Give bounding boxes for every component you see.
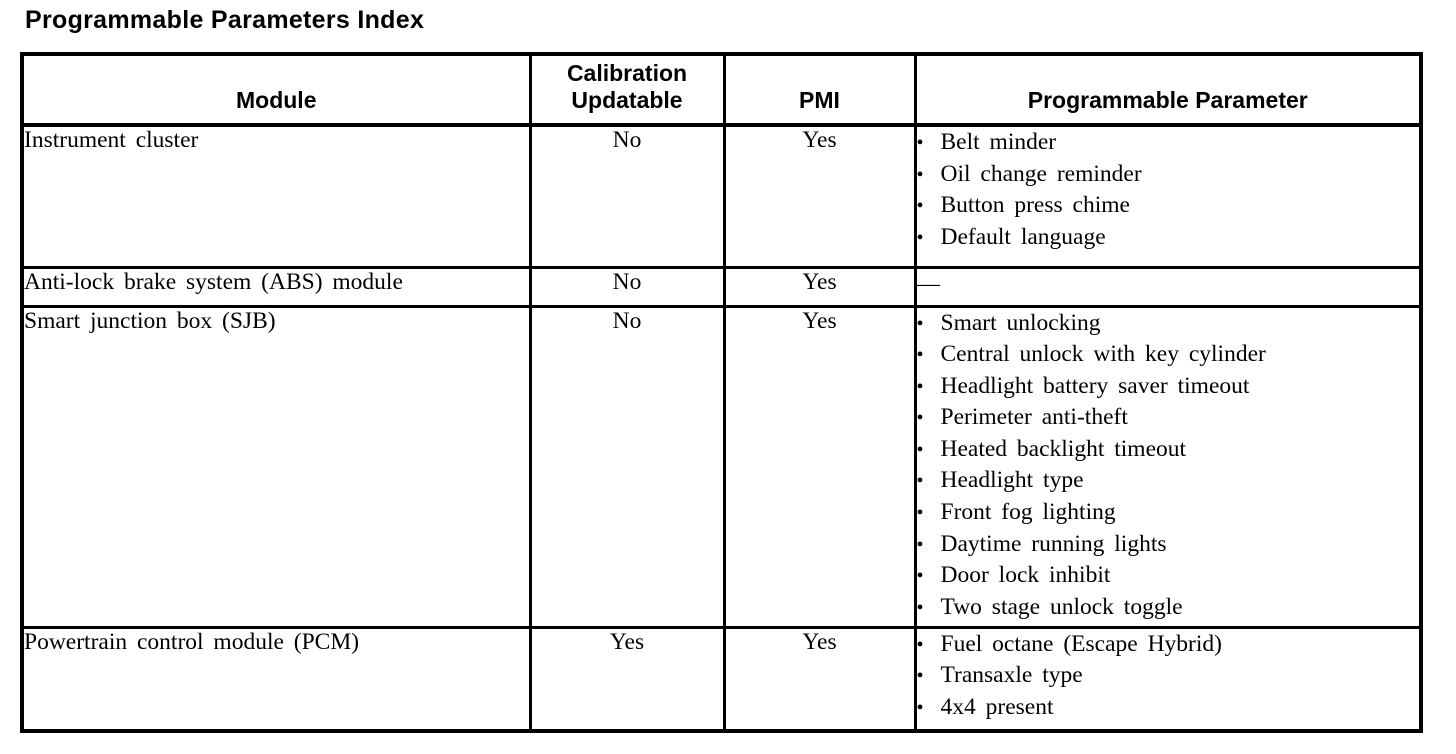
parameter-item: • Central unlock with key cylinder — [916, 339, 1418, 371]
parameter-item: • Daytime running lights — [916, 529, 1418, 561]
bullet-marker: • — [916, 565, 924, 588]
parameter-text: Daytime running lights — [940, 530, 1167, 557]
programmable-parameters-table: Module Calibration Updatable PMI Program… — [20, 52, 1423, 733]
parameter-text: Perimeter anti-theft — [940, 404, 1128, 431]
parameter-item: • Button press chime — [916, 190, 1418, 222]
parameters-cell: — — [913, 265, 1423, 308]
parameter-item: • Transaxle type — [916, 660, 1418, 692]
parameter-text: Transaxle type — [940, 662, 1083, 689]
parameter-item: • Perimeter anti-theft — [916, 402, 1418, 434]
page-title: Programmable Parameters Index — [25, 6, 425, 34]
parameter-text: Front fog lighting — [940, 499, 1116, 526]
table-header-row: Module Calibration Updatable PMI Program… — [20, 52, 1423, 127]
bullet-marker: • — [916, 665, 924, 688]
pmi-cell: Yes — [722, 265, 917, 308]
bullet-marker: • — [916, 163, 924, 186]
bullet-marker: • — [916, 375, 924, 398]
header-cell-pmi: PMI — [722, 52, 917, 127]
parameter-text: 4x4 present — [940, 693, 1054, 720]
bullet-marker: • — [916, 470, 924, 493]
parameter-text: Smart unlocking — [940, 309, 1101, 336]
bullet-marker: • — [916, 226, 924, 249]
parameters-cell: • Fuel octane (Escape Hybrid) • Transaxle … — [913, 625, 1423, 733]
pmi-cell: Yes — [722, 304, 917, 629]
bullet-marker: • — [916, 696, 924, 719]
parameters-cell: • Smart unlocking • Central unlock with ke… — [913, 304, 1423, 629]
parameter-text: Central unlock with key cylinder — [940, 341, 1266, 368]
bullet-marker: • — [916, 502, 924, 525]
parameter-item: • Oil change reminder — [916, 159, 1418, 191]
pmi-cell: Yes — [722, 625, 917, 733]
parameter-item: • Headlight type — [916, 465, 1418, 497]
header-cell-calibration-updatable: Calibration Updatable — [528, 52, 726, 127]
parameter-text: Headlight battery saver timeout — [940, 372, 1250, 399]
table-row: Anti-lock brake system (ABS) module No Y… — [20, 265, 1423, 308]
module-cell: Smart junction box (SJB) — [20, 304, 532, 629]
module-cell: Instrument cluster — [20, 123, 532, 269]
bullet-marker: • — [916, 533, 924, 556]
bullet-marker: • — [916, 407, 924, 430]
calibration-updatable-cell: No — [528, 304, 726, 629]
header-cell-programmable-parameter: Programmable Parameter — [913, 52, 1423, 127]
parameter-item: • Belt minder — [916, 128, 1418, 159]
parameter-item: • Default language — [916, 222, 1418, 254]
bullet-marker: • — [916, 633, 924, 656]
parameter-text: Headlight type — [940, 467, 1084, 494]
parameter-text: Heated backlight timeout — [940, 435, 1187, 462]
parameter-text: Default language — [940, 223, 1106, 250]
parameter-text: Two stage unlock toggle — [940, 593, 1183, 620]
module-cell: Powertrain control module (PCM) — [20, 625, 532, 733]
no-parameters-marker: — — [916, 270, 940, 297]
bullet-marker: • — [916, 596, 924, 619]
parameter-text: Oil change reminder — [940, 160, 1142, 187]
parameter-text: Fuel octane (Escape Hybrid) — [940, 630, 1223, 657]
pmi-cell: Yes — [722, 123, 917, 269]
bullet-marker: • — [916, 132, 924, 154]
parameter-item: • Smart unlocking — [916, 309, 1418, 339]
table-row: Smart junction box (SJB) No Yes • Smart u… — [20, 304, 1423, 629]
parameter-item: • Two stage unlock toggle — [916, 592, 1418, 624]
calibration-updatable-cell: No — [528, 123, 726, 269]
table-row: Instrument cluster No Yes • Belt minder •… — [20, 123, 1423, 269]
parameter-text: Door lock inhibit — [940, 562, 1111, 589]
parameter-item: • Heated backlight timeout — [916, 434, 1418, 466]
parameters-cell: • Belt minder • Oil change reminder • Butto… — [913, 123, 1423, 269]
bullet-marker: • — [916, 195, 924, 218]
bullet-marker: • — [916, 312, 924, 335]
bullet-marker: • — [916, 438, 924, 461]
parameter-item: • 4x4 present — [916, 692, 1418, 724]
header-cell-module: Module — [20, 52, 532, 127]
table-row: Powertrain control module (PCM) Yes Yes … — [20, 625, 1423, 733]
bullet-marker: • — [916, 344, 924, 367]
parameter-text: Belt minder — [940, 129, 1057, 155]
parameter-text: Button press chime — [940, 192, 1130, 219]
parameter-item: • Door lock inhibit — [916, 560, 1418, 592]
module-cell: Anti-lock brake system (ABS) module — [20, 265, 532, 308]
parameter-item: • Fuel octane (Escape Hybrid) — [916, 630, 1418, 660]
calibration-updatable-cell: Yes — [528, 625, 726, 733]
parameter-item: • Headlight battery saver timeout — [916, 371, 1418, 403]
calibration-updatable-cell: No — [528, 265, 726, 308]
parameter-item: • Front fog lighting — [916, 497, 1418, 529]
